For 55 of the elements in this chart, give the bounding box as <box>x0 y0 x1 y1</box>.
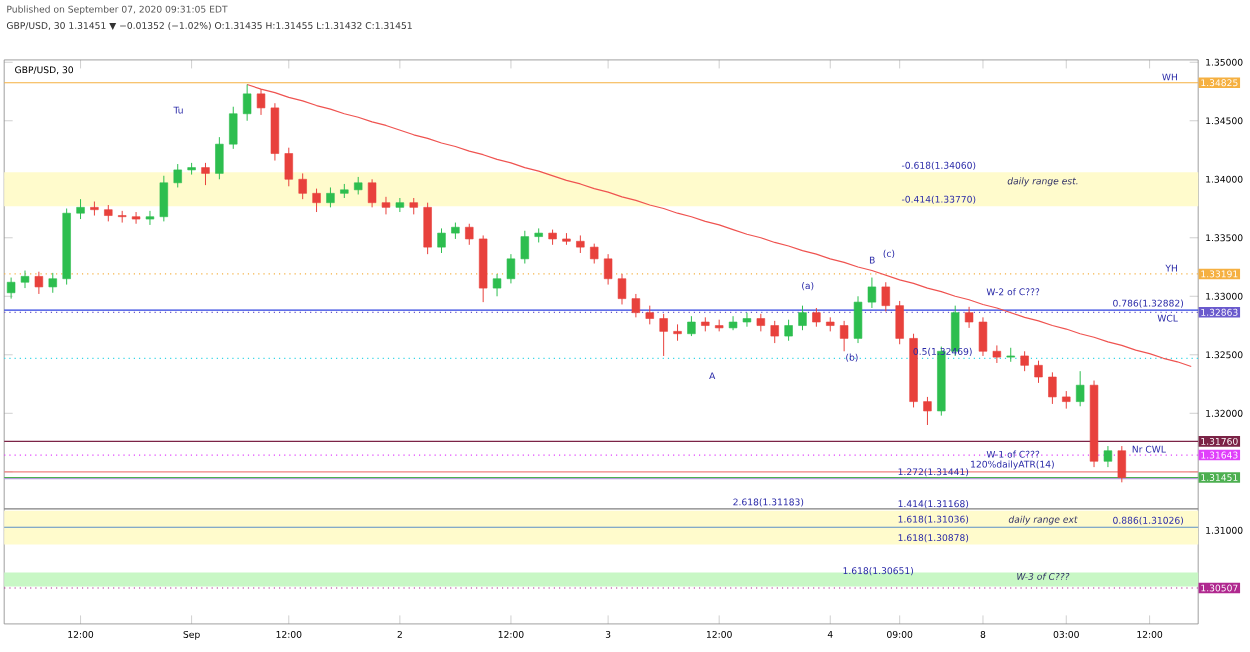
candlestick <box>770 320 779 344</box>
candlestick <box>992 344 1002 364</box>
candlestick <box>492 273 502 297</box>
candlestick <box>603 253 613 286</box>
candlestick <box>465 223 474 246</box>
candlestick <box>215 136 224 180</box>
candlestick <box>1034 360 1043 384</box>
candlestick <box>812 307 821 328</box>
candlestick <box>631 293 641 318</box>
candlestick <box>895 300 904 345</box>
candlestick <box>242 83 252 122</box>
candlestick <box>881 281 890 312</box>
candlestick <box>798 305 807 331</box>
candlestick <box>978 316 988 357</box>
candlestick <box>145 210 155 226</box>
candlestick <box>76 198 85 220</box>
candlestick <box>590 243 599 265</box>
candlestick <box>1048 371 1057 405</box>
candlestick <box>201 162 210 186</box>
candlestick <box>1075 370 1085 407</box>
candlestick <box>659 313 668 357</box>
candlestick <box>437 227 446 254</box>
candlestick <box>395 197 405 213</box>
candlestick <box>173 163 182 188</box>
candlestick <box>159 175 169 222</box>
candlestick <box>506 253 516 284</box>
candlestick <box>617 273 627 305</box>
candlestick <box>381 196 391 215</box>
candlestick <box>742 312 752 328</box>
candlestick <box>923 396 932 426</box>
candlestick <box>326 186 335 208</box>
candlestick <box>270 102 280 162</box>
candlestick <box>423 202 432 255</box>
candlestick <box>6 277 16 300</box>
candlestick <box>867 277 877 309</box>
candlestick <box>964 306 974 329</box>
candlestick <box>839 320 849 352</box>
candlestick <box>853 295 863 344</box>
candlestick <box>520 230 529 265</box>
candlestick <box>256 88 266 116</box>
candlestick <box>284 147 293 187</box>
candlestick <box>1020 350 1029 372</box>
candlestick <box>1117 445 1126 483</box>
candlestick <box>687 315 696 337</box>
candlestick <box>229 106 238 150</box>
candlestick <box>34 271 44 295</box>
candlestick <box>784 319 793 342</box>
candlestick <box>298 172 307 200</box>
candlestick <box>20 270 30 289</box>
candlestick <box>131 211 141 225</box>
candlestick <box>312 188 321 213</box>
candlestick <box>48 272 57 294</box>
candlestick <box>1103 445 1113 468</box>
candlestick <box>367 178 377 208</box>
candlestick <box>645 305 654 325</box>
